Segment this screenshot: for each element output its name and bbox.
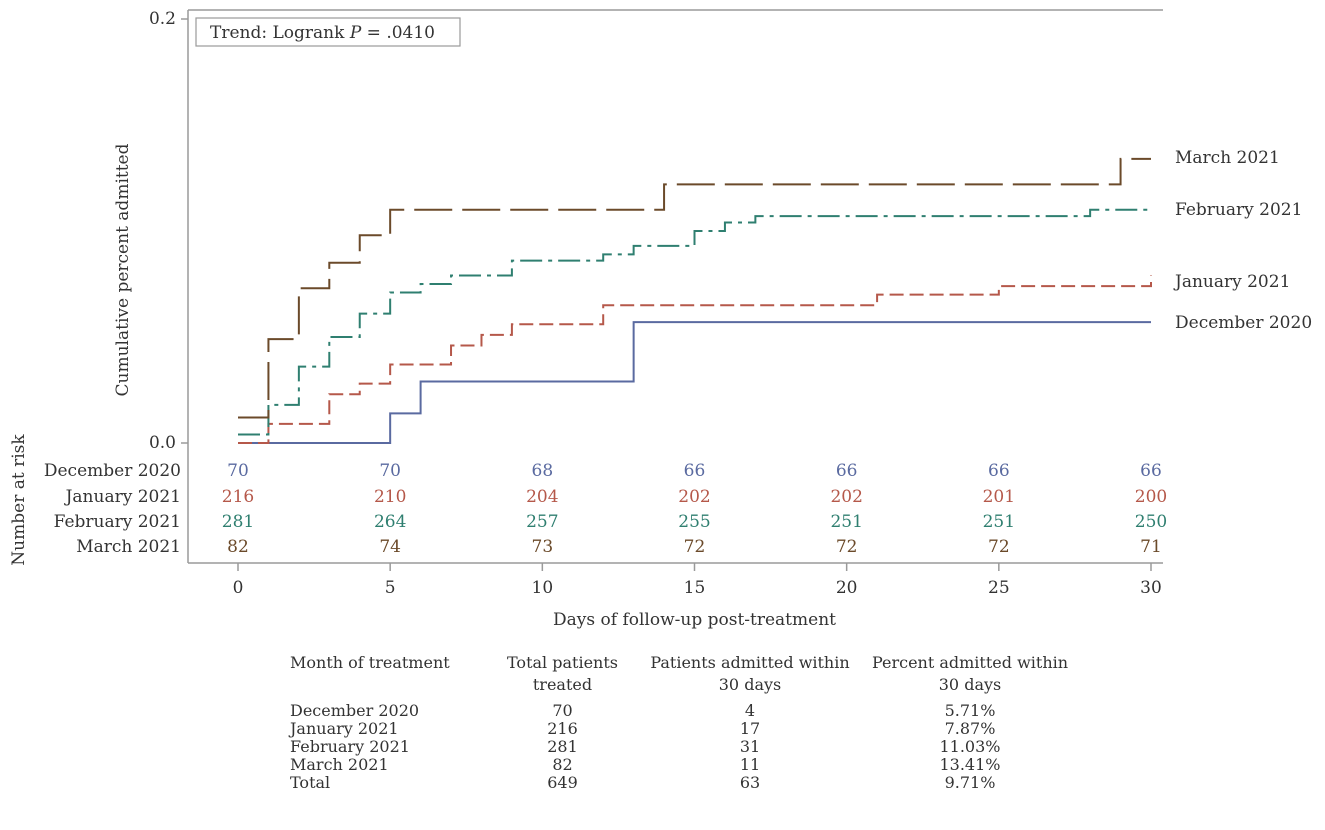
table-cell: February 2021 xyxy=(290,737,410,756)
risk-table-title: Number at risk xyxy=(9,434,29,566)
table-cell: 82 xyxy=(552,755,573,774)
risk-count: 82 xyxy=(227,537,249,557)
risk-count: 68 xyxy=(532,461,554,481)
risk-count: 264 xyxy=(374,512,406,532)
series-line xyxy=(238,275,1152,444)
table-cell: Total xyxy=(290,773,331,792)
x-tick-label: 0 xyxy=(233,578,244,598)
risk-count: 70 xyxy=(379,461,401,481)
risk-count: 202 xyxy=(830,487,862,507)
survival-curves xyxy=(238,157,1152,444)
risk-count: 216 xyxy=(222,487,254,507)
risk-count: 251 xyxy=(983,512,1015,532)
table-row: December 2020 70 4 5.71% xyxy=(280,702,1080,720)
risk-count: 72 xyxy=(836,537,858,557)
y-tick-label: 0.2 xyxy=(149,9,176,29)
table-cell: 5.71% xyxy=(944,701,996,720)
y-tick-label: 0.0 xyxy=(149,433,176,453)
risk-count: 71 xyxy=(1140,537,1162,557)
table-cell: 31 xyxy=(739,737,761,756)
table-row: January 2021 216 17 7.87% xyxy=(280,720,1080,738)
risk-count: 201 xyxy=(983,487,1015,507)
header-total: Total patients treated xyxy=(507,653,618,694)
series-end-label: February 2021 xyxy=(1175,200,1302,220)
risk-count: 72 xyxy=(684,537,706,557)
series-line xyxy=(238,157,1151,419)
y-axis-title: Cumulative percent admitted xyxy=(113,143,133,396)
risk-count: 74 xyxy=(379,537,401,557)
risk-count: 210 xyxy=(374,487,406,507)
header-admitted: Patients admitted within 30 days xyxy=(650,653,850,694)
header-percent: Percent admitted within 30 days xyxy=(871,653,1069,694)
risk-count: 200 xyxy=(1135,487,1167,507)
table-cell: 649 xyxy=(547,773,578,792)
risk-count: 72 xyxy=(988,537,1010,557)
x-axis-title: Days of follow-up post-treatment xyxy=(553,610,836,630)
risk-count: 202 xyxy=(678,487,710,507)
table-cell: 9.71% xyxy=(944,773,996,792)
series-line xyxy=(238,321,1151,444)
x-tick-label: 30 xyxy=(1140,578,1162,598)
table-cell: 63 xyxy=(739,773,761,792)
series-end-label: March 2021 xyxy=(1175,148,1280,168)
table-cell: 11 xyxy=(739,755,761,774)
chart-text: 0.0 0.2 0 5 10 15 20 25 30 Days of follow-up post… xyxy=(9,9,1312,630)
series-line xyxy=(238,208,1151,436)
risk-count: 66 xyxy=(1140,461,1162,481)
risk-count: 250 xyxy=(1135,512,1167,532)
table-row: March 2021 82 11 13.41% xyxy=(280,756,1080,774)
risk-count: 70 xyxy=(227,461,249,481)
risk-count: 251 xyxy=(830,512,862,532)
table-cell: 4 xyxy=(744,701,756,720)
logrank-annotation: Trend: Logrank P = .0410 xyxy=(210,23,435,43)
x-tick-label: 15 xyxy=(684,578,706,598)
table-cell: December 2020 xyxy=(290,701,420,720)
risk-count: 66 xyxy=(988,461,1010,481)
table-cell: 281 xyxy=(547,737,578,756)
risk-count: 255 xyxy=(678,512,710,532)
summary-header-row: Month of treatment Total patients treate… xyxy=(280,652,1080,702)
risk-count: 73 xyxy=(532,537,554,557)
series-end-label: January 2021 xyxy=(1173,272,1290,292)
x-tick-label: 10 xyxy=(532,578,554,598)
risk-count: 66 xyxy=(836,461,858,481)
table-cell: January 2021 xyxy=(290,719,399,738)
table-cell: 216 xyxy=(547,719,578,738)
table-cell: 13.41% xyxy=(939,755,1001,774)
risk-count: 281 xyxy=(222,512,254,532)
table-cell: March 2021 xyxy=(290,755,389,774)
summary-table: Month of treatment Total patients treate… xyxy=(280,652,1080,792)
table-cell: 7.87% xyxy=(944,719,996,738)
risk-count: 204 xyxy=(526,487,558,507)
risk-row-label: March 2021 xyxy=(76,537,181,557)
risk-count: 66 xyxy=(684,461,706,481)
series-end-label: December 2020 xyxy=(1175,313,1312,333)
plot-frame xyxy=(181,9,1163,571)
table-cell: 11.03% xyxy=(939,737,1001,756)
risk-count: 257 xyxy=(526,512,558,532)
table-cell: 70 xyxy=(552,701,573,720)
table-row: February 2021 281 31 11.03% xyxy=(280,738,1080,756)
risk-row-label: January 2021 xyxy=(64,487,181,507)
header-month: Month of treatment xyxy=(290,653,450,672)
x-tick-label: 5 xyxy=(385,578,396,598)
risk-row-label: February 2021 xyxy=(54,512,181,532)
annotation-box xyxy=(195,17,461,47)
table-row: Total 649 63 9.71% xyxy=(280,774,1080,792)
risk-row-label: December 2020 xyxy=(44,461,181,481)
table-cell: 17 xyxy=(739,719,761,738)
x-tick-label: 25 xyxy=(988,578,1010,598)
x-tick-label: 20 xyxy=(836,578,858,598)
